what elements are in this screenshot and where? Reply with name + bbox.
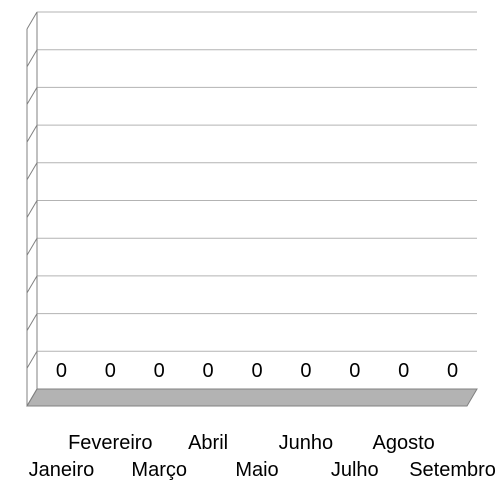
side-wall-gridline bbox=[26, 124, 38, 143]
data-label: 0 bbox=[203, 360, 214, 382]
category-label: Julho bbox=[331, 459, 379, 481]
data-label: 0 bbox=[154, 360, 165, 382]
side-wall-gridline bbox=[26, 313, 38, 331]
side-wall-gridline bbox=[26, 49, 38, 67]
data-label: 0 bbox=[251, 360, 262, 382]
side-wall-gridline bbox=[26, 237, 38, 256]
data-label: 0 bbox=[447, 360, 458, 382]
side-wall-gridline bbox=[26, 388, 38, 407]
plot-area bbox=[26, 11, 478, 407]
chart-floor bbox=[26, 388, 478, 407]
category-label: Abril bbox=[188, 432, 228, 454]
category-label: Maio bbox=[235, 459, 278, 481]
category-label: Junho bbox=[279, 432, 334, 454]
side-wall-gridline bbox=[26, 275, 38, 294]
category-label: Janeiro bbox=[29, 459, 95, 481]
data-label: 0 bbox=[56, 360, 67, 382]
category-label: Setembro bbox=[409, 459, 496, 481]
side-wall-gridline bbox=[26, 351, 38, 369]
side-wall-gridline bbox=[26, 200, 38, 218]
data-label: 0 bbox=[398, 360, 409, 382]
side-wall-gridline bbox=[26, 162, 38, 181]
data-label: 0 bbox=[349, 360, 360, 382]
category-label: Agosto bbox=[373, 432, 435, 454]
side-wall-gridline bbox=[26, 11, 38, 30]
category-label: Fevereiro bbox=[68, 432, 152, 454]
category-label: Março bbox=[131, 459, 187, 481]
data-label: 0 bbox=[105, 360, 116, 382]
data-labels: 0 0 0 0 0 0 0 0 0 bbox=[56, 360, 458, 382]
side-wall-gridline bbox=[26, 87, 38, 105]
data-label: 0 bbox=[300, 360, 311, 382]
